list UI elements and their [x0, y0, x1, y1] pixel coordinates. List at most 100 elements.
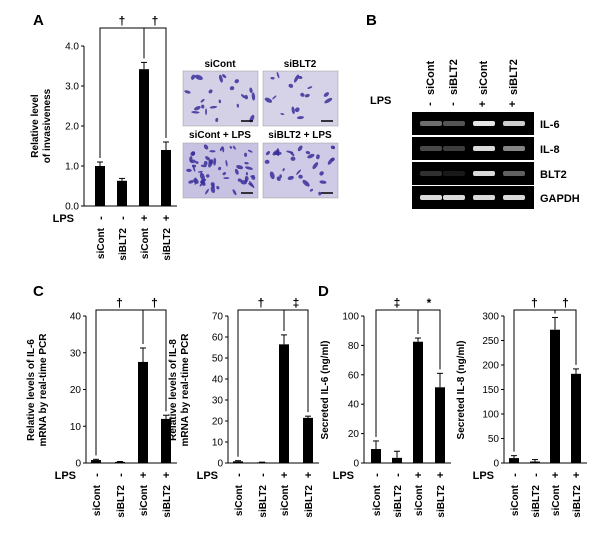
chart-il8-mrna: 0 10 20 30 40 50 60 70 Relative levels of IL-8 mR…: [168, 296, 319, 518]
bar: [413, 341, 423, 463]
stained-cell: [297, 145, 303, 152]
stained-cell: [276, 176, 281, 181]
stained-cell: [195, 161, 199, 164]
lps-sign: +: [303, 472, 315, 478]
stained-cell: [200, 178, 207, 183]
stained-cell: [245, 171, 248, 176]
category-label: siBLT2: [572, 485, 583, 518]
lps-sign: +: [138, 472, 150, 478]
significance-mark: *: [427, 296, 432, 310]
y-tick-label: 80: [348, 341, 360, 352]
gel-band: [503, 146, 525, 151]
stained-cell: [280, 113, 285, 116]
bar: [117, 180, 127, 206]
gel-band: [503, 121, 525, 126]
gel-band: [443, 146, 465, 151]
stained-cell: [319, 171, 324, 176]
gel-lane-label: siBLT2: [508, 59, 520, 95]
y-tick-label: 70: [212, 312, 224, 323]
category-label: siBLT2: [116, 485, 127, 518]
category-label: siCont: [372, 484, 383, 516]
micro-label-sicont-lps: siCont + LPS: [189, 130, 251, 141]
y-tick-label: 60: [348, 370, 360, 381]
chart-il6-mrna: 0 10 20 30 40 Relative levels of IL-6 mRNA by …: [26, 296, 177, 518]
stained-cell: [247, 149, 253, 153]
bar: [435, 387, 445, 463]
category-label: siBLT2: [304, 485, 315, 518]
bar: [233, 461, 243, 463]
stained-cell: [236, 103, 240, 108]
stained-cell: [319, 180, 327, 184]
stained-cell: [286, 150, 294, 154]
significance-bracket: [95, 309, 144, 456]
stained-cell: [208, 89, 213, 94]
lps-sign: -: [509, 473, 521, 477]
stained-cell: [191, 151, 195, 156]
stained-cell: [293, 74, 299, 83]
y-axis-label: Relative levels of IL-8: [168, 339, 179, 441]
stained-cell: [205, 188, 209, 195]
stained-cell: [244, 152, 248, 157]
stained-cell: [288, 83, 294, 88]
category-label: siBLT2: [162, 485, 173, 518]
stained-cell: [210, 186, 216, 194]
category-label: siBLT2: [393, 485, 404, 518]
y-axis-label: Secreted IL-8 (ng/ml): [456, 341, 467, 440]
significance-bracket: [417, 309, 441, 370]
panel-letter-b: B: [366, 12, 377, 29]
stained-cell: [249, 180, 255, 189]
y-axis-label: of invasiveness: [42, 88, 53, 163]
chart-invasiveness: 0.0 1.0 2.0 3.0 4.0 Relative level of invasive…: [30, 14, 177, 261]
significance-bracket: [143, 27, 167, 138]
micro-label-siblt2: siBLT2: [284, 59, 317, 70]
lps-sign: -: [257, 473, 269, 477]
y-tick-label: 40: [70, 312, 82, 323]
stained-cell: [208, 159, 214, 168]
gel-band: [420, 146, 442, 151]
gel-band: [473, 146, 495, 151]
gel-band-label: GAPDH: [540, 193, 580, 205]
category-label: siCont: [234, 484, 245, 516]
stained-cell: [312, 162, 319, 170]
y-tick-label: 20: [348, 429, 360, 440]
stained-cell: [219, 146, 224, 152]
bar: [530, 461, 540, 463]
stained-cell: [229, 86, 235, 91]
micro-image-sicont-lps: [182, 142, 259, 199]
category-label: siBLT2: [436, 485, 447, 518]
lps-sign: +: [161, 215, 173, 221]
stained-cell: [276, 71, 280, 79]
stained-cell: [251, 92, 256, 101]
stained-cell: [218, 166, 222, 171]
bar: [509, 458, 519, 463]
stained-cell: [307, 153, 315, 159]
significance-bracket: [283, 309, 309, 413]
significance-bracket: [142, 309, 167, 412]
y-tick-label: 2.0: [65, 122, 79, 133]
lps-sign: -: [530, 473, 542, 477]
significance-bracket: [237, 309, 285, 457]
stained-cell: [192, 164, 196, 172]
stained-cell: [307, 86, 313, 89]
gel-lps-sign: +: [477, 101, 489, 107]
stained-cell: [223, 177, 230, 180]
significance-bracket: [375, 309, 419, 437]
gel-band: [443, 121, 465, 126]
panel-letter-c: C: [33, 283, 44, 300]
category-label: siCont: [551, 484, 562, 516]
y-tick-label: 4.0: [65, 42, 79, 53]
stained-cell: [298, 174, 303, 179]
stained-cell: [222, 146, 225, 153]
lps-sign: -: [392, 473, 404, 477]
gel-lane-label: siCont: [425, 60, 437, 95]
stained-cell: [194, 74, 203, 80]
lps-sign: -: [117, 216, 129, 220]
y-tick-label: 100: [342, 312, 359, 323]
category-label: siCont: [96, 227, 107, 259]
stained-cell: [232, 189, 237, 196]
y-tick-label: 0: [75, 459, 81, 470]
stained-cell: [240, 180, 248, 185]
stained-cell: [236, 165, 244, 170]
gel-band: [420, 171, 442, 176]
stained-cell: [225, 159, 228, 167]
